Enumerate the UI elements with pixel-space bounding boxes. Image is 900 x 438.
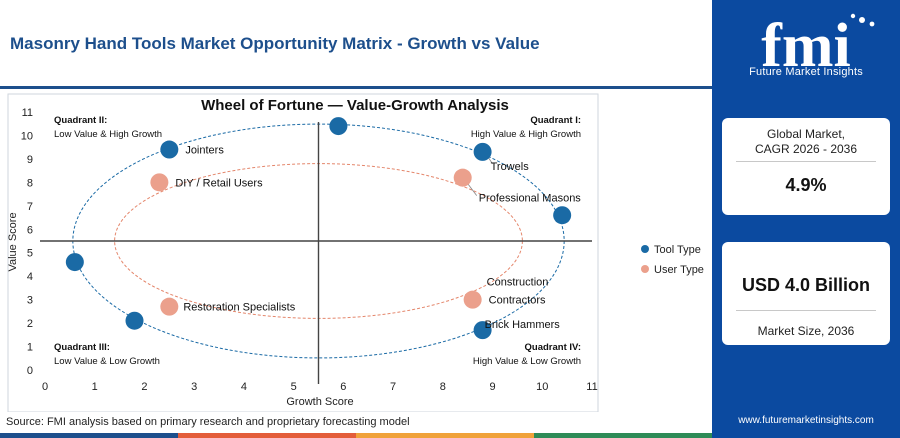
logo-wordmark: fmi [761,12,851,80]
y-tick-label: 7 [27,201,33,213]
legend-label: Tool Type [654,244,701,256]
x-tick-label: 4 [241,381,247,393]
logo-tagline: Future Market Insights [749,66,863,78]
header-divider [0,86,712,89]
card-divider [736,310,876,311]
y-tick-label: 9 [27,154,33,166]
x-tick-label: 5 [291,381,297,393]
page-title: Masonry Hand Tools Market Opportunity Ma… [10,34,540,53]
quadrant-title: Quadrant I: [530,115,581,126]
market-size-card: USD 4.0 Billion Market Size, 2036 [722,242,890,345]
x-axis-label: Growth Score [286,396,353,408]
chart-title: Wheel of Fortune — Value-Growth Analysis [201,97,509,114]
x-tick-label: 0 [42,381,48,393]
y-tick-label: 5 [27,248,33,260]
x-tick-label: 10 [536,381,548,393]
quadrant-subtitle: High Value & Low Growth [473,356,581,367]
footer-color-segment [178,433,356,438]
y-tick-label: 3 [27,295,33,307]
user-type-point [160,297,179,316]
x-tick-label: 1 [92,381,98,393]
quadrant-subtitle: Low Value & Low Growth [54,356,160,367]
x-tick-label: 9 [489,381,495,393]
leader-line [488,157,493,165]
y-tick-label: 11 [22,107,33,119]
y-tick-label: 0 [27,365,33,377]
quadrant-title: Quadrant II: [54,115,107,126]
point-label: Trowels [491,161,530,173]
y-tick-label: 8 [27,177,33,189]
quadrant-subtitle: High Value & High Growth [471,129,581,140]
user-type-point [150,173,169,192]
point-label: Jointers [185,145,224,157]
source-note: Source: FMI analysis based on primary re… [6,416,410,428]
opportunity-matrix-chart: Wheel of Fortune — Value-Growth Analysis… [7,93,704,412]
y-tick-label: 10 [21,130,33,142]
cagr-card: Global Market, CAGR 2026 - 2036 4.9% [722,118,890,215]
y-tick-label: 4 [27,271,33,283]
x-tick-label: 11 [586,381,597,393]
x-tick-label: 2 [141,381,147,393]
legend-marker [641,265,649,273]
tool-type-point [65,253,84,272]
point-label: Professional Masons [479,193,582,205]
quadrant-title: Quadrant III: [54,342,110,353]
website-link[interactable]: www.futuremarketinsights.com [738,415,874,426]
tool-type-point [473,142,492,161]
user-type-point [463,290,482,309]
leader-line [467,183,478,196]
footer-color-segment [356,433,534,438]
x-tick-label: 7 [390,381,396,393]
market-size-value: USD 4.0 Billion [741,275,871,295]
point-label: Brick Hammers [485,319,561,331]
x-tick-label: 3 [191,381,197,393]
legend-marker [641,245,649,253]
point-label: Contractors [489,295,546,307]
point-label: DIY / Retail Users [175,177,263,189]
user-type-point [453,168,472,187]
tool-type-point [329,117,348,136]
y-tick-label: 6 [27,224,33,236]
tool-type-point [473,321,492,340]
footer-color-bar [0,433,712,438]
brand-panel: fmi Future Market Insights [712,0,900,438]
legend-label: User Type [654,264,704,276]
cagr-value: 4.9% [785,175,827,195]
tool-type-point [160,140,179,159]
cagr-label-line1: Global Market, [766,127,846,141]
tool-type-point [125,311,144,330]
point-label: Restoration Specialists [183,302,295,314]
cagr-label-line2: CAGR 2026 - 2036 [754,142,858,156]
chart-frame [7,93,599,412]
point-label: Construction [487,277,549,289]
y-tick-label: 1 [27,342,33,354]
y-tick-label: 2 [27,318,33,330]
quadrant-subtitle: Low Value & High Growth [54,129,162,140]
footer-color-segment [0,433,178,438]
tool-type-point [553,206,572,225]
footer-color-segment [534,433,712,438]
y-axis-label: Value Score [7,212,19,271]
x-tick-label: 6 [340,381,346,393]
market-size-label: Market Size, 2036 [757,324,855,338]
card-divider [736,161,876,162]
x-tick-label: 8 [440,381,446,393]
quadrant-title: Quadrant IV: [525,342,581,353]
fmi-logo: fmi [761,12,875,80]
